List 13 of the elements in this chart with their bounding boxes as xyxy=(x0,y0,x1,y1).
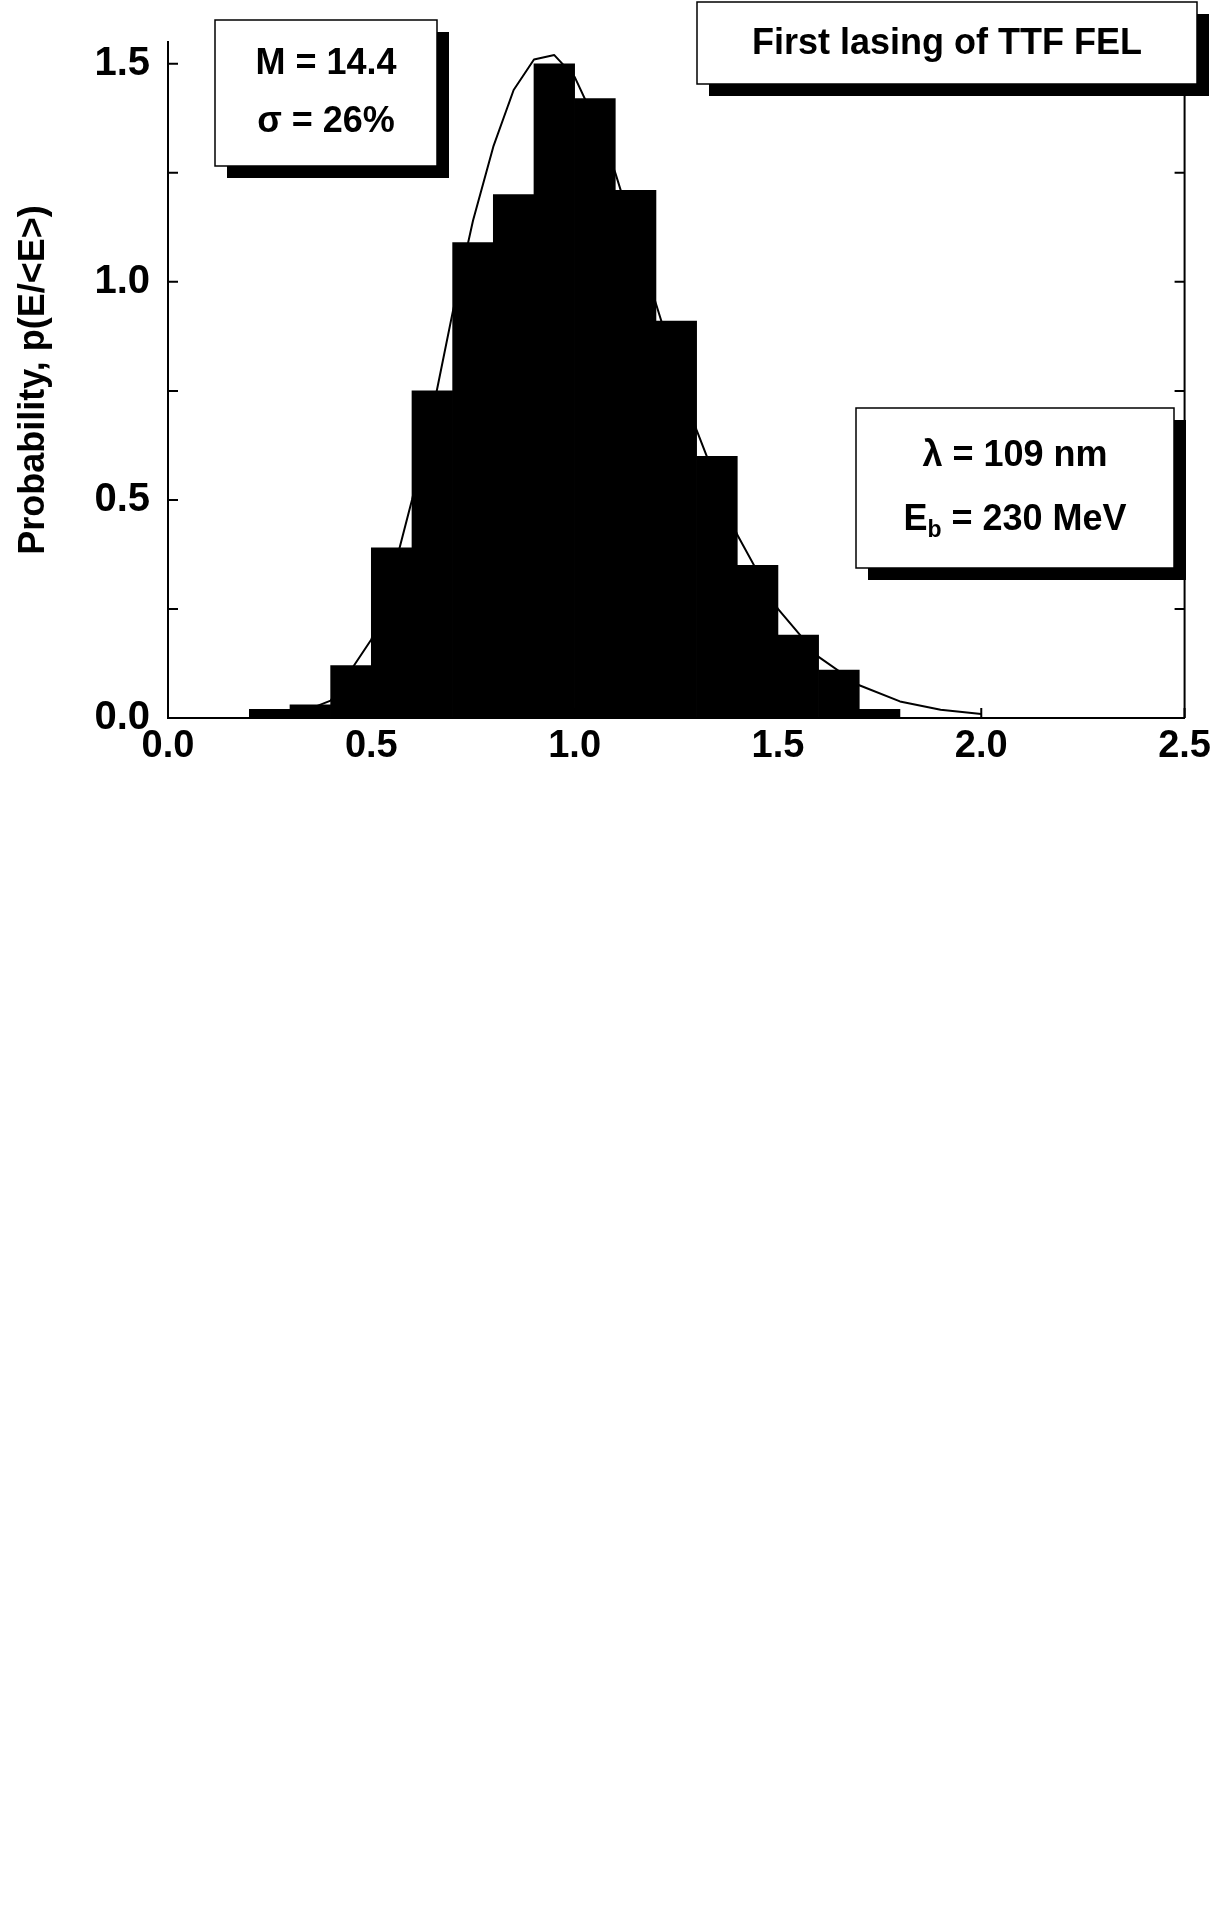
y-tick-label: 1.0 xyxy=(94,256,150,301)
x-tick-label: 1.0 xyxy=(548,723,602,766)
y-tick-label: 1.5 xyxy=(94,38,150,83)
x-tick-label: 2.0 xyxy=(954,723,1008,766)
x-tick-label: 0.5 xyxy=(344,723,398,766)
y-tick-label: 0.5 xyxy=(94,474,150,519)
x-tick-label: 2.5 xyxy=(1158,723,1211,766)
annotation: σ = 26% xyxy=(257,99,395,141)
annotation: M = 14.4 xyxy=(255,40,397,82)
x-tick-label: 1.5 xyxy=(751,723,805,766)
annotation: λ = 109 nm xyxy=(922,432,1108,474)
y-axis-title: Probability, p(E/<E>) xyxy=(10,205,52,555)
chart-title: First lasing of TTF FEL xyxy=(752,20,1143,62)
